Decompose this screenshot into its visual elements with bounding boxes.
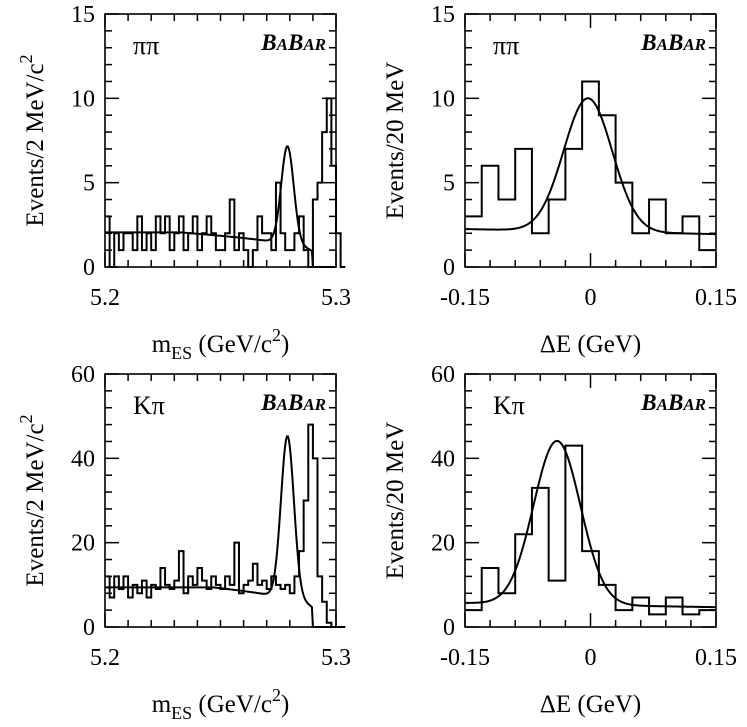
y-axis-label-text: Events/20 MeV xyxy=(382,62,409,220)
x-axis-label: mES (GeV/c2) xyxy=(152,685,290,723)
fit-curve xyxy=(464,97,717,236)
y-tick-label: 10 xyxy=(431,86,455,112)
babar-logo-ar: AR xyxy=(682,35,706,54)
histogram-series xyxy=(465,444,716,616)
x-axis-label-close: ) xyxy=(281,331,289,358)
babar-logo-b2: B xyxy=(667,390,683,415)
process-label: Kπ xyxy=(133,391,165,420)
y-tick-label: 0 xyxy=(443,615,455,641)
x-axis-label: mES (GeV/c2) xyxy=(152,325,290,363)
y-axis-label-sup: 2 xyxy=(16,54,36,63)
x-tick-label: -0.15 xyxy=(440,645,490,671)
y-tick-label: 20 xyxy=(431,531,455,557)
x-axis-label-sub: ES xyxy=(171,703,192,723)
y-axis-label-text: Events/2 MeV/c xyxy=(22,63,49,226)
babar-logo: BABAR xyxy=(640,30,706,55)
babar-logo-ar: AR xyxy=(302,35,326,54)
x-axis-label-base: m xyxy=(152,331,172,358)
babar-logo-b2: B xyxy=(287,30,303,55)
fit-curve xyxy=(105,435,336,628)
y-tick-label: 20 xyxy=(71,531,95,557)
y-tick-label: 0 xyxy=(83,255,95,281)
babar-logo: BABAR xyxy=(260,390,326,415)
x-axis-label-sup: 2 xyxy=(272,325,281,345)
histogram-series xyxy=(105,423,346,628)
y-tick-label: 15 xyxy=(71,2,95,28)
babar-logo-a: A xyxy=(656,395,668,414)
babar-logo-b1: B xyxy=(640,390,656,415)
y-tick-label: 40 xyxy=(71,446,95,472)
x-tick-label: 5.2 xyxy=(90,645,120,671)
x-axis-label-text: ΔE (GeV) xyxy=(540,331,641,358)
x-axis-label-text: ΔE (GeV) xyxy=(540,691,641,718)
x-tick-label: 5.3 xyxy=(321,285,351,311)
fit-curve xyxy=(464,439,717,609)
process-label: ππ xyxy=(133,31,159,60)
x-axis-label-unit: (GeV/c xyxy=(192,331,272,358)
y-axis-label: Events/20 MeV xyxy=(382,62,409,220)
babar-logo-b1: B xyxy=(260,30,276,55)
babar-logo-b2: B xyxy=(287,390,303,415)
babar-logo: BABAR xyxy=(640,390,706,415)
babar-logo-b2: B xyxy=(667,30,683,55)
y-axis-label-sup: 2 xyxy=(16,414,36,423)
babar-logo-b1: B xyxy=(640,30,656,55)
x-tick-label: 0.15 xyxy=(695,285,737,311)
x-axis-label-base: m xyxy=(152,691,172,718)
y-axis-label: Events/2 MeV/c2 xyxy=(16,54,49,226)
babar-logo-a: A xyxy=(276,395,288,414)
babar-logo: BABAR xyxy=(260,30,326,55)
x-axis-label-close: ) xyxy=(281,691,289,718)
babar-logo-ar: AR xyxy=(682,395,706,414)
babar-logo-b1: B xyxy=(260,390,276,415)
y-tick-label: 0 xyxy=(443,255,455,281)
x-tick-label: 5.3 xyxy=(321,645,351,671)
y-tick-label: 5 xyxy=(83,171,95,197)
y-tick-label: 40 xyxy=(431,446,455,472)
x-axis-label-sub: ES xyxy=(171,343,192,363)
y-tick-label: 60 xyxy=(431,362,455,388)
babar-logo-a: A xyxy=(656,35,668,54)
y-axis-label: Events/2 MeV/c2 xyxy=(16,414,49,586)
y-axis-label-text: Events/2 MeV/c xyxy=(22,423,49,586)
x-tick-label: 0 xyxy=(585,285,597,311)
y-tick-label: 5 xyxy=(443,171,455,197)
x-tick-label: -0.15 xyxy=(440,285,490,311)
x-tick-label: 0 xyxy=(585,645,597,671)
y-tick-label: 60 xyxy=(71,362,95,388)
x-axis-label: ΔE (GeV) xyxy=(540,691,641,718)
y-tick-label: 10 xyxy=(71,86,95,112)
y-axis-label-text: Events/20 MeV xyxy=(382,422,409,580)
x-axis-label: ΔE (GeV) xyxy=(540,331,641,358)
x-tick-label: 5.2 xyxy=(90,285,120,311)
process-label: ππ xyxy=(493,31,519,60)
histogram-series xyxy=(465,80,716,252)
babar-logo-a: A xyxy=(276,35,288,54)
y-axis-label: Events/20 MeV xyxy=(382,422,409,580)
x-axis-label-unit: (GeV/c xyxy=(192,691,272,718)
fit-curve xyxy=(105,145,336,268)
x-tick-label: 0.15 xyxy=(695,645,737,671)
process-label: Kπ xyxy=(493,391,525,420)
histogram-series xyxy=(105,97,346,268)
y-tick-label: 15 xyxy=(431,2,455,28)
y-tick-label: 0 xyxy=(83,615,95,641)
babar-logo-ar: AR xyxy=(302,395,326,414)
x-axis-label-sup: 2 xyxy=(272,685,281,705)
